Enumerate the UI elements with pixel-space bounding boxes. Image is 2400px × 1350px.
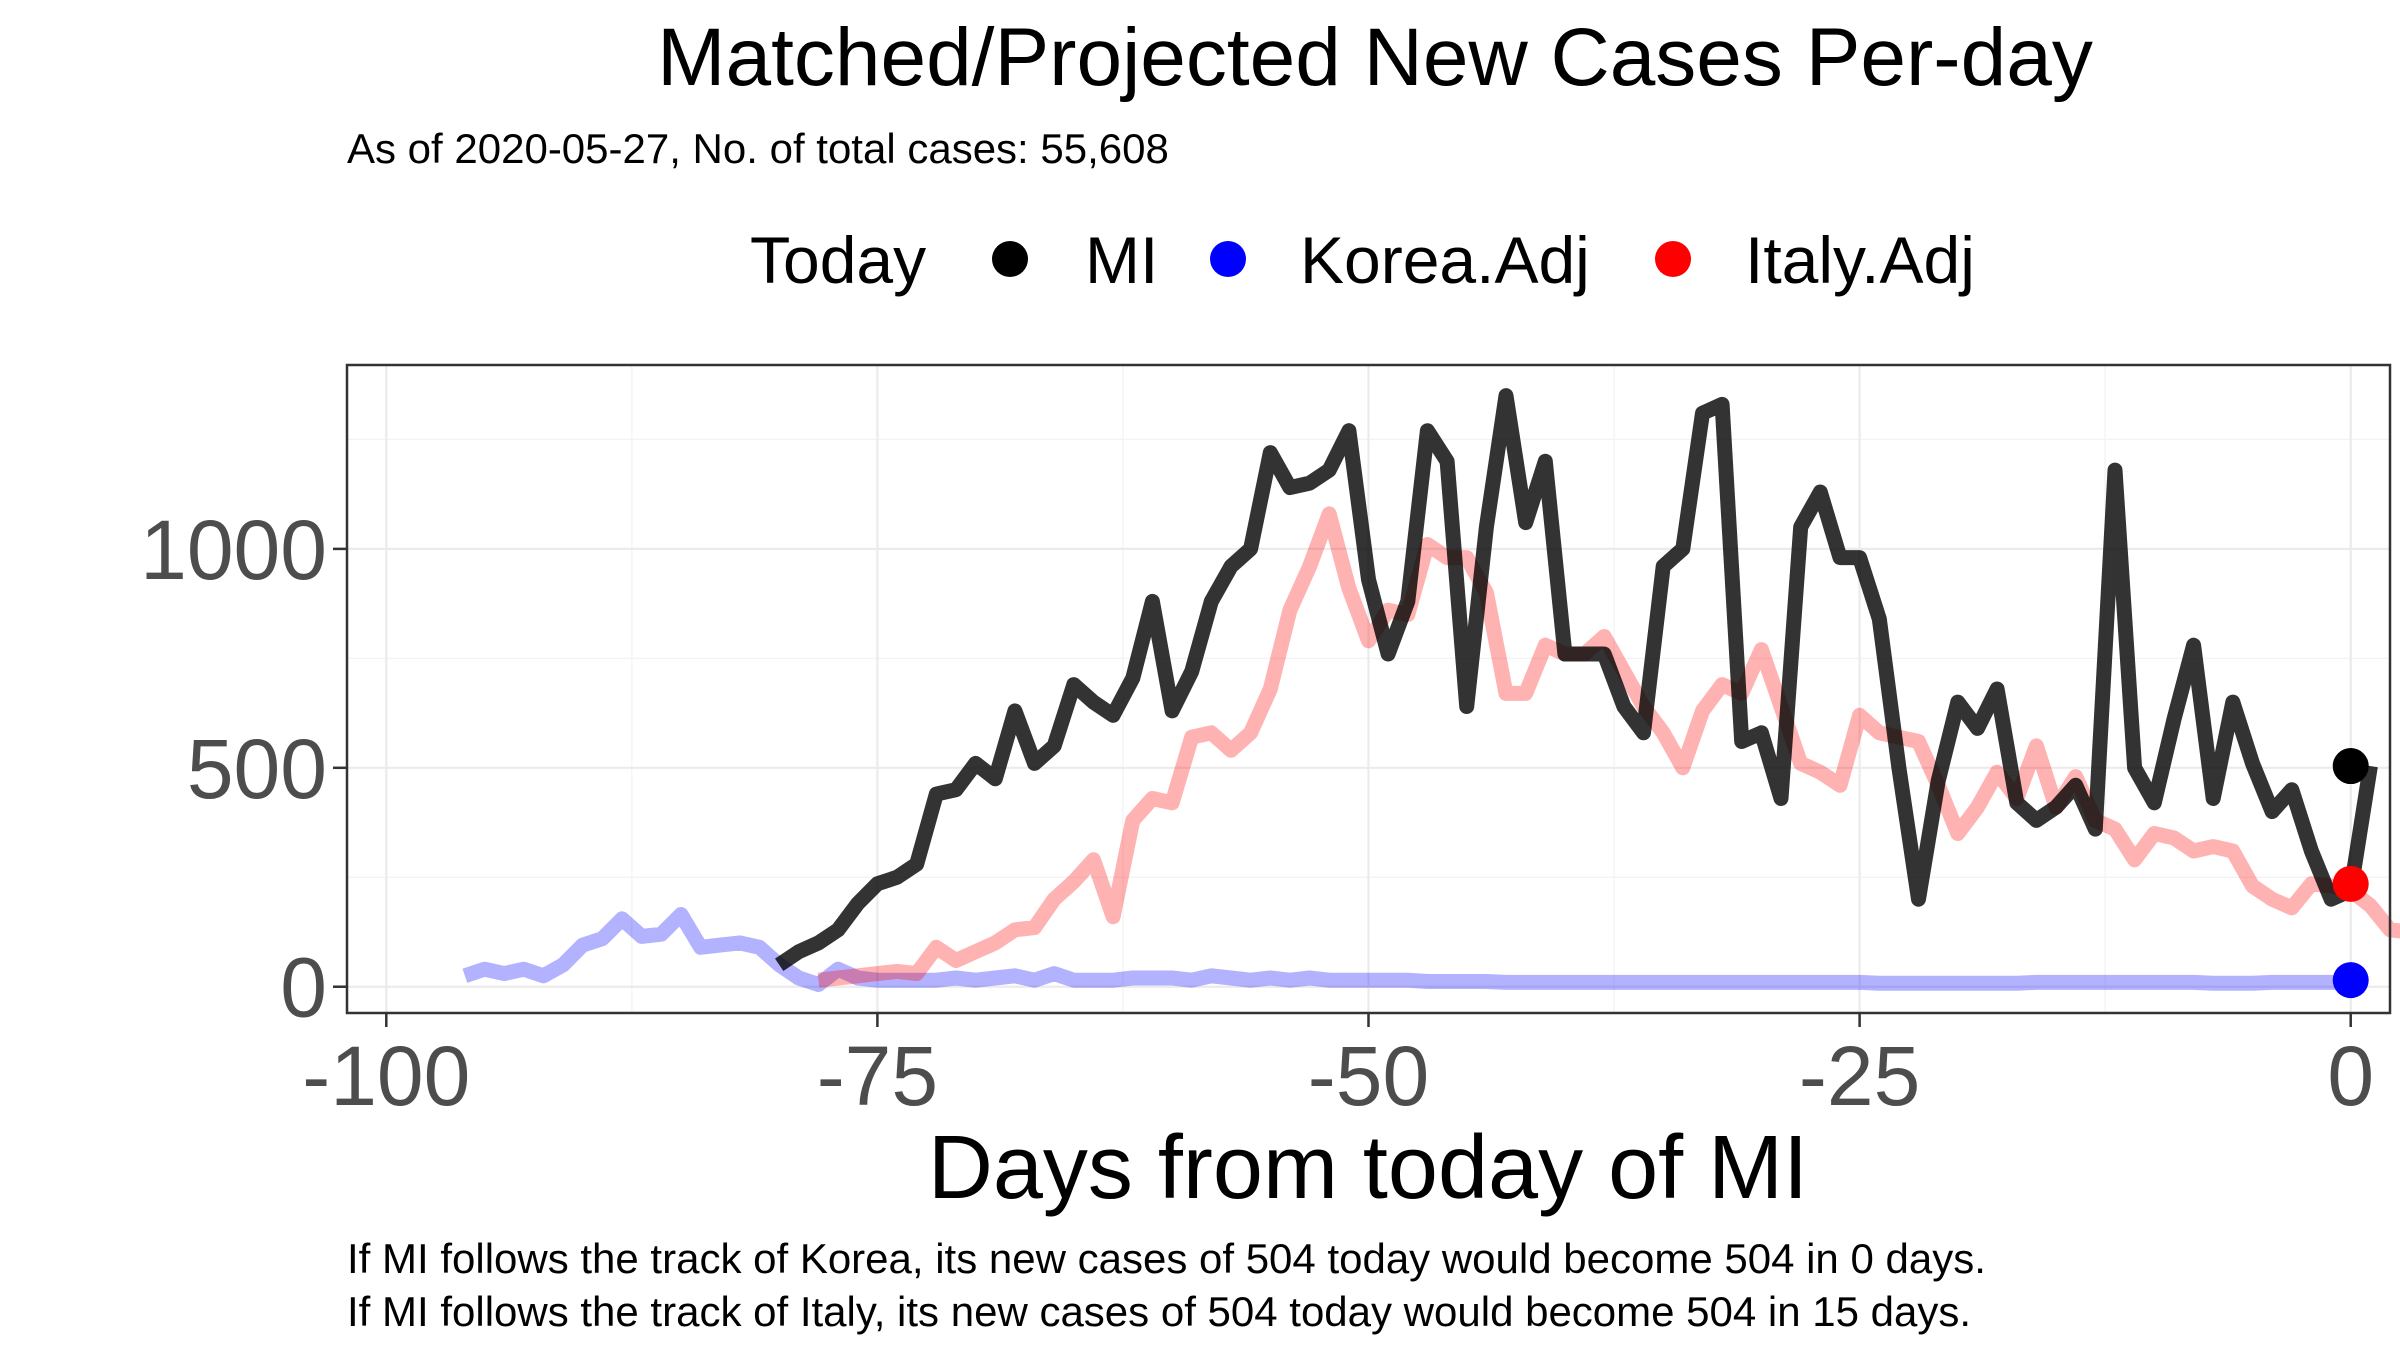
x-axis-title: Days from today of MI — [928, 1118, 1808, 1218]
legend-key-korea-adj — [1210, 241, 1246, 277]
today-point-italy-adj — [2332, 865, 2369, 902]
today-point-korea-adj — [2332, 962, 2369, 999]
legend-title: Today — [750, 223, 926, 297]
chart-subtitle: As of 2020-05-27, No. of total cases: 55… — [347, 125, 1169, 172]
legend-label-italy-adj: Italy.Adj — [1745, 223, 1975, 297]
grid — [347, 365, 2390, 1013]
chart-title: Matched/Projected New Cases Per-day — [657, 12, 2093, 103]
y-tick-label: 1000 — [140, 503, 327, 597]
x-tick-label: 0 — [2327, 1029, 2374, 1123]
series-line-mi — [775, 388, 2378, 972]
legend-label-korea-adj: Korea.Adj — [1300, 223, 1590, 297]
legend-key-mi — [992, 241, 1028, 277]
y-tick-label: 500 — [187, 722, 327, 816]
y-tick-label: 0 — [280, 941, 327, 1035]
legend-label-mi: MI — [1085, 223, 1158, 297]
legend-key-italy-adj — [1655, 241, 1691, 277]
today-point-mi — [2332, 748, 2369, 785]
x-tick-label: -25 — [1799, 1029, 1920, 1123]
caption-korea: If MI follows the track of Korea, its ne… — [347, 1235, 1986, 1282]
x-tick-label: -100 — [302, 1029, 470, 1123]
today-points — [2332, 748, 2369, 999]
axes: -100 -75 -50 -25 0 0 500 1000 — [140, 503, 2374, 1123]
legend: Today MI Korea.Adj Italy.Adj — [750, 223, 1975, 297]
x-tick-label: -50 — [1308, 1029, 1429, 1123]
series-line-korea-adj — [462, 907, 2351, 992]
x-tick-label: -75 — [817, 1029, 938, 1123]
series-group — [462, 388, 2400, 992]
series-line-italy-adj — [817, 506, 2400, 988]
caption-italy: If MI follows the track of Italy, its ne… — [347, 1288, 1971, 1335]
